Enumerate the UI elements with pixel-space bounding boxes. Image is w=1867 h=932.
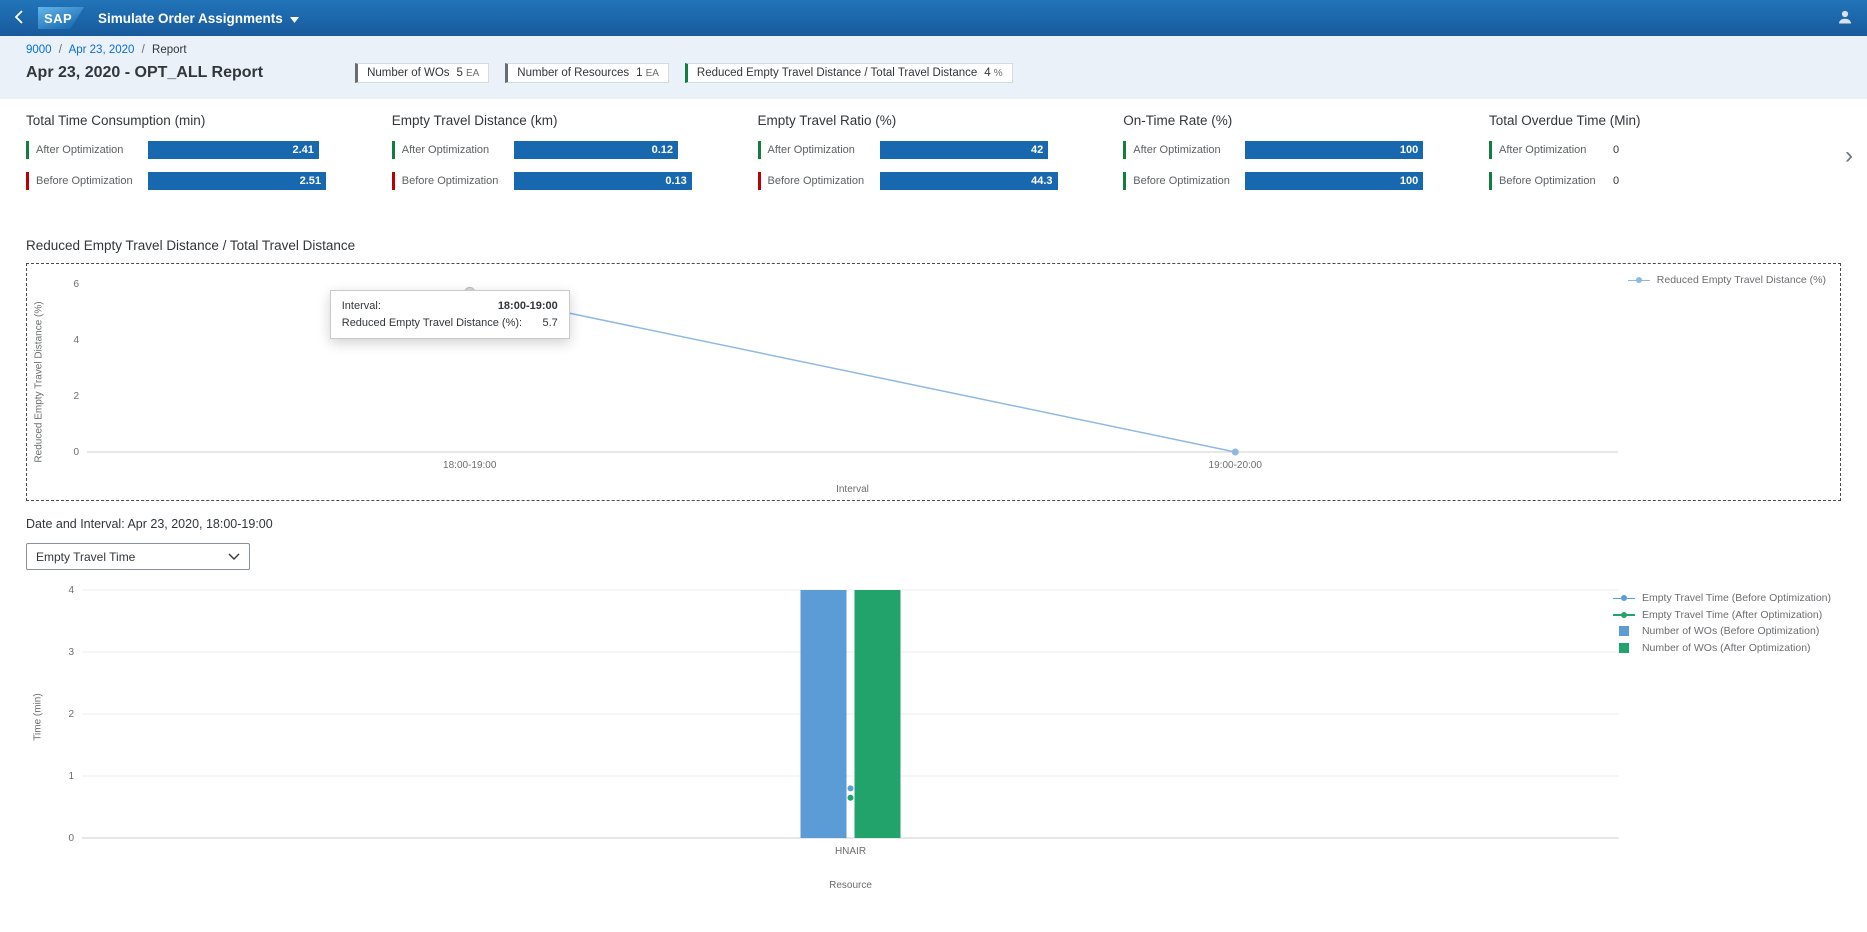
svg-text:HNAIR: HNAIR — [835, 846, 866, 857]
breadcrumb-separator: / — [141, 44, 145, 56]
status-accent — [26, 140, 29, 159]
svg-text:3: 3 — [68, 647, 74, 658]
breadcrumb-link-date[interactable]: Apr 23, 2020 — [68, 44, 135, 56]
status-accent — [1489, 140, 1492, 159]
svg-text:Resource: Resource — [829, 880, 872, 891]
legend-item[interactable]: Empty Travel Time (After Optimization) — [1612, 609, 1831, 621]
line-chart[interactable]: Reduced Empty Travel Distance (%) 0 2 4 6 18… — [26, 263, 1841, 501]
status-accent — [391, 140, 395, 159]
kpi-row: After Optimization 100 — [1123, 140, 1441, 159]
status-accent — [757, 171, 761, 190]
app-title-label: Simulate Order Assignments — [98, 10, 283, 26]
line-series-marker — [1612, 594, 1635, 603]
status-accent — [1489, 171, 1492, 190]
legend-item[interactable]: Number of WOs (Before Optimization) — [1613, 625, 1831, 637]
line-series-marker — [1612, 610, 1635, 619]
breadcrumb-link-plant[interactable]: 9000 — [26, 44, 52, 56]
svg-text:0: 0 — [73, 447, 79, 458]
kpi-bar: 0.12 — [513, 140, 679, 159]
breadcrumb: 9000 / Apr 23, 2020 / Report — [26, 44, 1841, 56]
kpi-group-total-time: Total Time Consumption (min) After Optim… — [26, 113, 344, 202]
back-button[interactable] — [14, 9, 24, 27]
svg-text:Interval: Interval — [836, 484, 869, 495]
kpi-row: Before Optimization 2.51 — [26, 171, 344, 190]
page-subheader: 9000 / Apr 23, 2020 / Report Apr 23, 202… — [0, 36, 1867, 99]
kpi-strip: Total Time Consumption (min) After Optim… — [0, 99, 1867, 212]
breadcrumb-current: Report — [152, 44, 187, 56]
next-page-chevron[interactable]: › — [1845, 141, 1853, 169]
app-title-menu[interactable]: Simulate Order Assignments — [98, 11, 299, 26]
svg-text:0: 0 — [68, 833, 74, 844]
badge-reduced-empty-travel: Reduced Empty Travel Distance / Total Tr… — [684, 63, 1013, 83]
kpi-row: After Optimization 42 — [757, 140, 1076, 159]
line-series-marker — [1627, 276, 1650, 285]
kpi-bar: 0.13 — [513, 171, 692, 190]
kpi-row: Before Optimization 0 — [1489, 171, 1807, 190]
header-badges: Number of WOs 5 EA Number of Resources 1… — [355, 63, 1013, 83]
person-icon — [1837, 10, 1853, 28]
bar-series-marker — [1618, 642, 1629, 653]
kpi-row: Before Optimization 0.13 — [391, 171, 710, 190]
badge-number-of-wos: Number of WOs 5 EA — [355, 63, 490, 83]
svg-text:1: 1 — [68, 771, 74, 782]
legend-item[interactable]: Number of WOs (After Optimization) — [1613, 642, 1831, 654]
kpi-bar: 2.51 — [148, 171, 326, 190]
badge-number-of-resources: Number of Resources 1 EA — [505, 63, 669, 83]
kpi-group-total-overdue-time: Total Overdue Time (Min) After Optimizat… — [1489, 113, 1807, 202]
kpi-group-on-time-rate: On-Time Rate (%) After Optimization 100 … — [1123, 113, 1441, 202]
svg-text:18:00-19:00: 18:00-19:00 — [443, 460, 497, 471]
kpi-row: After Optimization 2.41 — [26, 140, 344, 159]
kpi-bar: 44.3 — [879, 171, 1058, 190]
legend-item[interactable]: Reduced Empty Travel Distance (%) — [1627, 274, 1826, 286]
kpi-row: After Optimization 0.12 — [391, 140, 710, 159]
metric-select[interactable]: Empty Travel Time — [26, 543, 250, 570]
chart2-legend: Empty Travel Time (Before Optimization) … — [1612, 592, 1831, 658]
breadcrumb-separator: / — [58, 44, 62, 56]
chevron-down-icon — [228, 553, 240, 560]
kpi-group-empty-travel-ratio: Empty Travel Ratio (%) After Optimizatio… — [757, 113, 1076, 202]
status-accent — [1123, 140, 1127, 159]
chart1-title: Reduced Empty Travel Distance / Total Tr… — [26, 238, 356, 253]
bar-series-marker — [1618, 626, 1629, 636]
chart-tooltip: Interval: 18:00-19:00 Reduced Empty Trav… — [329, 290, 570, 339]
chevron-down-icon — [289, 11, 299, 26]
page-title: Apr 23, 2020 - OPT_ALL Report — [26, 64, 264, 81]
status-accent — [1123, 171, 1127, 190]
status-accent — [391, 171, 395, 190]
status-accent — [757, 140, 761, 159]
kpi-row: Before Optimization 100 — [1123, 171, 1441, 190]
kpi-row: Before Optimization 44.3 — [757, 171, 1076, 190]
svg-text:2: 2 — [68, 709, 74, 720]
chart1-y-axis-title: Reduced Empty Travel Distance (%) — [33, 301, 45, 463]
kpi-group-empty-travel-distance: Empty Travel Distance (km) After Optimiz… — [391, 113, 710, 202]
svg-text:6: 6 — [73, 279, 79, 290]
chart2-y-axis-title: Time (min) — [32, 693, 44, 741]
line-chart-canvas[interactable]: 0 2 4 6 18:00-19:00 19:00-20:00 Interval — [57, 270, 1624, 496]
kpi-bar: 42 — [879, 140, 1049, 159]
combo-chart[interactable]: Time (min) 0 1 2 3 4 HNAIR Resource Empty Trav… — [26, 584, 1841, 900]
svg-text:19:00-20:00: 19:00-20:00 — [1209, 460, 1263, 471]
kpi-bar: 100 — [1245, 140, 1424, 159]
svg-text:2: 2 — [73, 391, 79, 402]
date-interval-label: Date and Interval: Apr 23, 2020, 18:00-1… — [26, 517, 273, 531]
kpi-bar: 2.41 — [148, 140, 319, 159]
kpi-bar: 100 — [1245, 171, 1424, 190]
user-avatar-button[interactable] — [1837, 9, 1853, 28]
combo-chart-canvas[interactable]: 0 1 2 3 4 HNAIR Resource — [56, 584, 1625, 894]
legend-item[interactable]: Empty Travel Time (Before Optimization) — [1612, 592, 1831, 604]
kpi-row: After Optimization 0 — [1489, 140, 1807, 159]
svg-text:4: 4 — [68, 585, 74, 596]
chevron-left-icon — [14, 9, 24, 27]
metric-select-value: Empty Travel Time — [36, 549, 136, 564]
svg-text:4: 4 — [73, 335, 79, 346]
chart1-legend: Reduced Empty Travel Distance (%) — [1627, 274, 1826, 291]
sap-logo[interactable]: SAP — [38, 7, 84, 29]
shell-header: SAP Simulate Order Assignments — [0, 0, 1867, 36]
line-chart-section: Reduced Empty Travel Distance / Total Tr… — [26, 238, 1841, 501]
status-accent — [26, 171, 29, 190]
